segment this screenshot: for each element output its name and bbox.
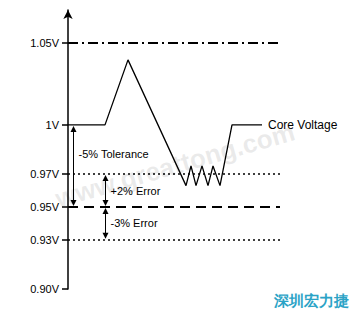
svg-text:0.93V: 0.93V bbox=[30, 234, 59, 246]
svg-text:-5% Tolerance: -5% Tolerance bbox=[79, 148, 149, 160]
svg-text:Core Voltage: Core Voltage bbox=[268, 118, 338, 132]
svg-text:0.90V: 0.90V bbox=[30, 283, 59, 295]
svg-text:1V: 1V bbox=[46, 119, 60, 131]
svg-text:+2% Error: +2% Error bbox=[111, 185, 161, 197]
svg-text:0.97V: 0.97V bbox=[30, 168, 59, 180]
svg-text:www.greattong.com: www.greattong.com bbox=[51, 116, 298, 213]
svg-text:深圳宏力捷: 深圳宏力捷 bbox=[273, 292, 349, 309]
svg-text:1.05V: 1.05V bbox=[30, 37, 59, 49]
svg-text:-3% Error: -3% Error bbox=[111, 217, 158, 229]
svg-text:0.95V: 0.95V bbox=[30, 201, 59, 213]
